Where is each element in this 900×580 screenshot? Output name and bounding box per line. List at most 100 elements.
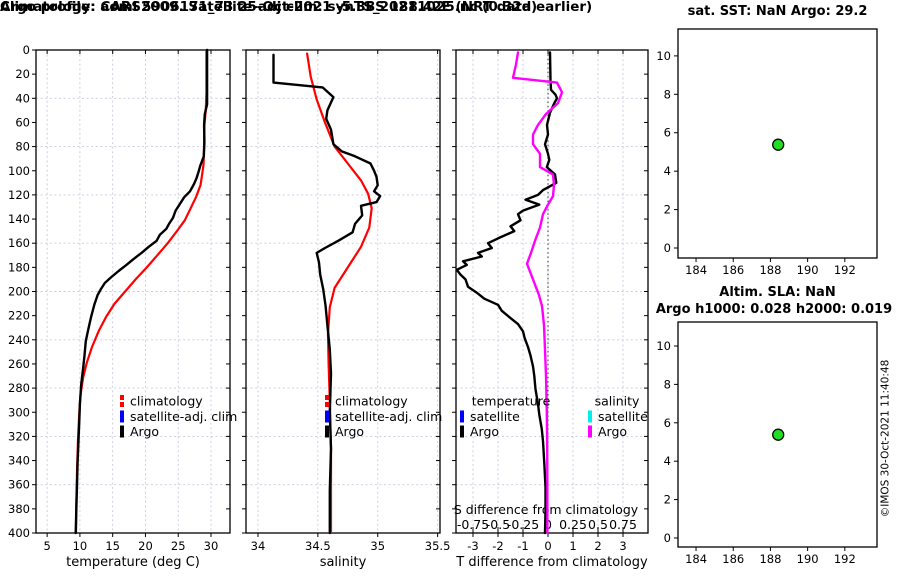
panel-temperature_profile: 5 10 15 20 25 3002040608010012014016018020022… [8, 43, 237, 570]
secondary-tick-label: -0.75 [457, 517, 489, 532]
depth-tick-label: 280 [8, 381, 30, 395]
x-tick-label: 184 [685, 263, 707, 277]
x-tick-label: 5 [43, 539, 50, 553]
x-tick-label: 20 [138, 539, 153, 553]
legend-label: climatology [130, 394, 203, 409]
x-tick-label: -1 [517, 539, 528, 553]
y-tick-label: 6 [664, 126, 671, 140]
depth-tick-label: 220 [8, 309, 30, 323]
legend-marker [325, 410, 329, 423]
depth-tick-label: 300 [8, 405, 30, 419]
series-argo [272, 53, 382, 535]
float-location-marker [772, 138, 785, 151]
legend-marker [325, 425, 329, 438]
x-tick-label: 1 [569, 539, 576, 553]
legend-marker [460, 425, 464, 438]
x-axis-label: T difference from climatology [455, 555, 648, 570]
x-tick-label: 0 [544, 539, 551, 553]
y-tick-label: 10 [656, 49, 671, 63]
depth-tick-label: 20 [15, 67, 30, 81]
x-tick-label: 30 [204, 539, 219, 553]
legend-label: Argo [598, 424, 627, 439]
series-s-difference-argo [511, 51, 564, 535]
legend-marker [588, 425, 592, 438]
depth-tick-label: 60 [15, 115, 30, 129]
x-tick-label: 192 [834, 552, 856, 566]
depth-tick-label: 400 [8, 526, 30, 540]
depth-tick-label: 140 [8, 212, 30, 226]
depth-tick-label: 340 [8, 454, 30, 468]
depth-tick-label: 0 [23, 43, 30, 57]
secondary-tick-label: 0.75 [609, 517, 637, 532]
x-tick-label: 35 [370, 539, 385, 553]
depth-tick-label: 320 [8, 429, 30, 443]
depth-tick-label: 380 [8, 502, 30, 516]
series-climatology [306, 52, 373, 535]
x-tick-label: 184 [685, 552, 707, 566]
x-tick-label: 34.5 [305, 539, 331, 553]
legend-marker [120, 425, 124, 438]
legend-label: satellite-adj. clim [130, 409, 237, 424]
y-tick-label: 0 [664, 241, 671, 255]
depth-tick-label: 180 [8, 260, 30, 274]
legend-marker [325, 395, 329, 400]
axes-box [677, 28, 878, 259]
x-tick-label: 2 [594, 539, 601, 553]
secondary-tick-label: 0.25 [559, 517, 587, 532]
legend-marker [120, 410, 124, 423]
series-argo [74, 48, 209, 535]
legend-label: Argo [470, 424, 499, 439]
secondary-tick-label: -0.5 [486, 517, 510, 532]
y-tick-label: 8 [664, 87, 671, 101]
sla-panel-title: Altim. SLA: NaN [719, 285, 836, 300]
imos-watermark: ©IMOS 30-Oct-2021 11:40:48 [879, 359, 892, 518]
x-tick-label: 3 [619, 539, 626, 553]
x-tick-label: 35.5 [425, 539, 451, 553]
legend-marker [120, 402, 124, 407]
secondary-tick-label: 0.5 [588, 517, 608, 532]
x-tick-label: 192 [834, 263, 856, 277]
legend-label: climatology [335, 394, 408, 409]
panel-difference_profile: -3 -2 -1 0 1 2 3T difference from climatologyS… [452, 49, 649, 570]
axes-box [677, 321, 878, 548]
legend-label: satellite [598, 409, 648, 424]
x-tick-label: 188 [759, 263, 781, 277]
x-tick-label: 190 [797, 552, 819, 566]
depth-tick-label: 360 [8, 478, 30, 492]
x-tick-label: 190 [797, 263, 819, 277]
figure-subtitle: Climatology: CARS2009. Satellite-adj cli… [0, 0, 593, 15]
x-tick-label: 10 [73, 539, 88, 553]
legend-label: satellite [470, 409, 520, 424]
legend-group-header: salinity [595, 394, 640, 409]
x-tick-label: -2 [492, 539, 503, 553]
x-tick-label: 188 [759, 552, 781, 566]
series-climatology [74, 48, 208, 535]
y-tick-label: 8 [664, 377, 671, 391]
depth-tick-label: 80 [15, 140, 30, 154]
float-location-marker [772, 428, 785, 441]
x-tick-label: 15 [105, 539, 120, 553]
y-tick-label: 2 [664, 203, 671, 217]
panel-location_sla: 184 186 188 190 192 0 2 4 6 8 10 [656, 321, 878, 566]
y-tick-label: 2 [664, 493, 671, 507]
x-tick-label: 186 [722, 552, 744, 566]
legend-marker [325, 402, 329, 407]
figure-title: Argo profile: aoml 5906171_73 25-Oct-202… [0, 0, 538, 15]
panel-location_sst: 184 186 188 190 192 0 2 4 6 8 10 [656, 28, 878, 277]
x-tick-label: 186 [722, 263, 744, 277]
depth-tick-label: 160 [8, 236, 30, 250]
legend-marker [588, 410, 592, 423]
depth-tick-label: 240 [8, 333, 30, 347]
panel-salinity_profile: 34 34.5 35 35.5 salinity climatologysatellite… [242, 49, 451, 570]
legend-group-header: temperature [472, 394, 551, 409]
y-tick-label: 4 [664, 164, 671, 178]
legend-label: Argo [130, 424, 159, 439]
legend-label: Argo [335, 424, 364, 439]
depth-tick-label: 100 [8, 164, 30, 178]
x-tick-label: 25 [171, 539, 186, 553]
legend-label: satellite-adj. clim [335, 409, 442, 424]
y-tick-label: 4 [664, 454, 671, 468]
sst-panel-title: sat. SST: NaN Argo: 29.2 [687, 4, 868, 19]
